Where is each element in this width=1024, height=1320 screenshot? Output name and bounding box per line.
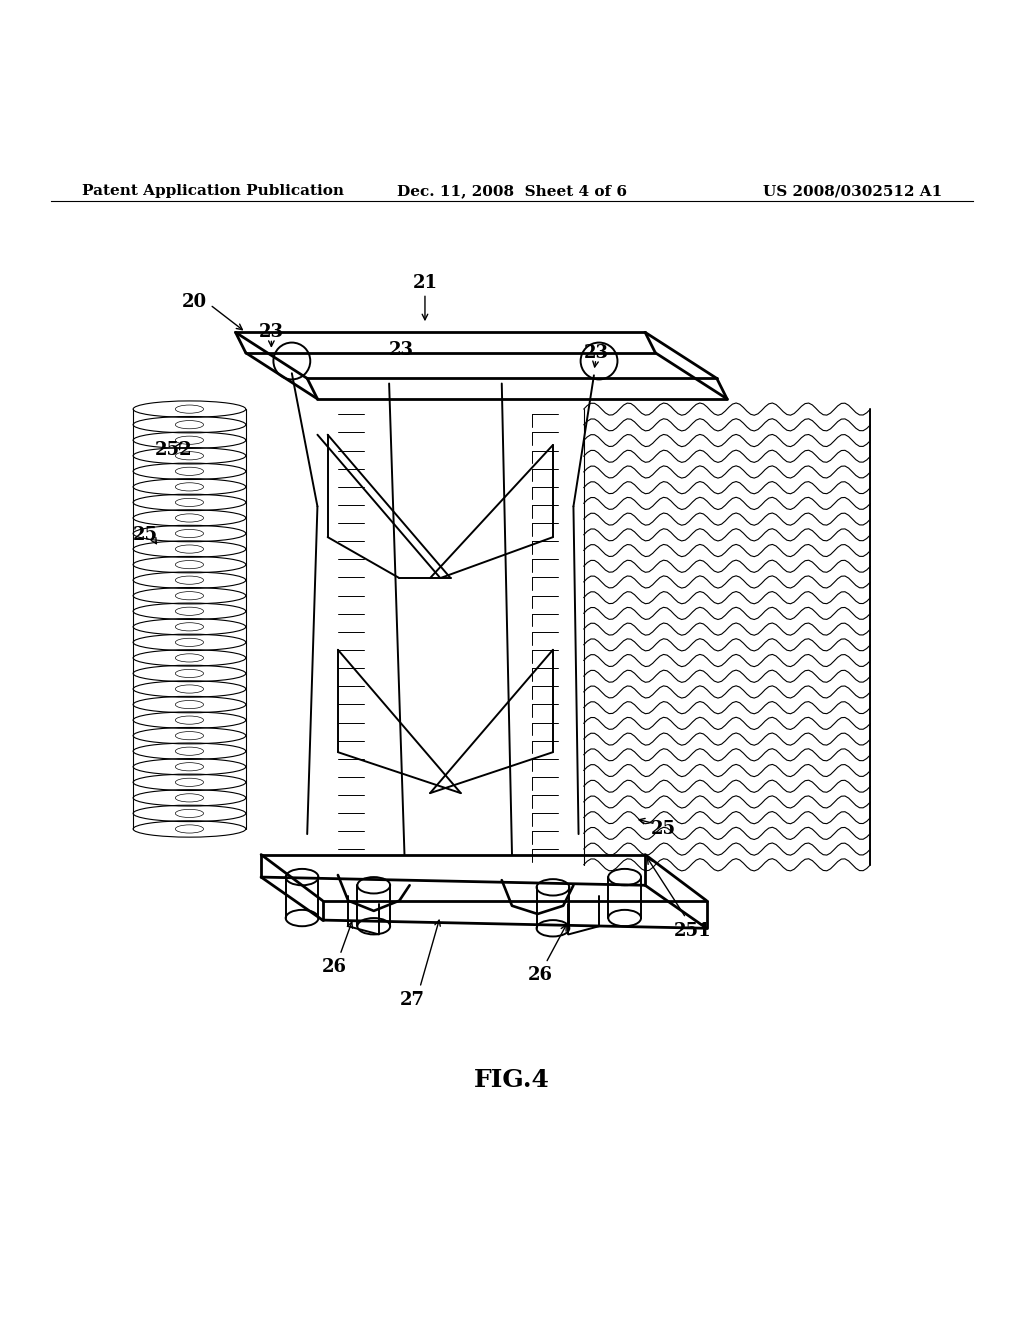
Text: 21: 21	[413, 275, 437, 292]
Text: Dec. 11, 2008  Sheet 4 of 6: Dec. 11, 2008 Sheet 4 of 6	[397, 183, 627, 198]
Text: 26: 26	[528, 966, 553, 985]
Text: 25: 25	[133, 527, 158, 544]
Text: 25: 25	[651, 820, 676, 838]
Text: 252: 252	[156, 441, 193, 459]
Text: 20: 20	[182, 293, 207, 310]
Text: 23: 23	[389, 341, 414, 359]
Text: 26: 26	[322, 958, 346, 977]
Text: FIG.4: FIG.4	[474, 1068, 550, 1092]
Text: 251: 251	[674, 923, 712, 940]
Text: 27: 27	[400, 991, 425, 1008]
Text: 23: 23	[584, 343, 608, 362]
Text: US 2008/0302512 A1: US 2008/0302512 A1	[763, 183, 942, 198]
Text: Patent Application Publication: Patent Application Publication	[82, 183, 344, 198]
Text: 23: 23	[259, 323, 284, 342]
